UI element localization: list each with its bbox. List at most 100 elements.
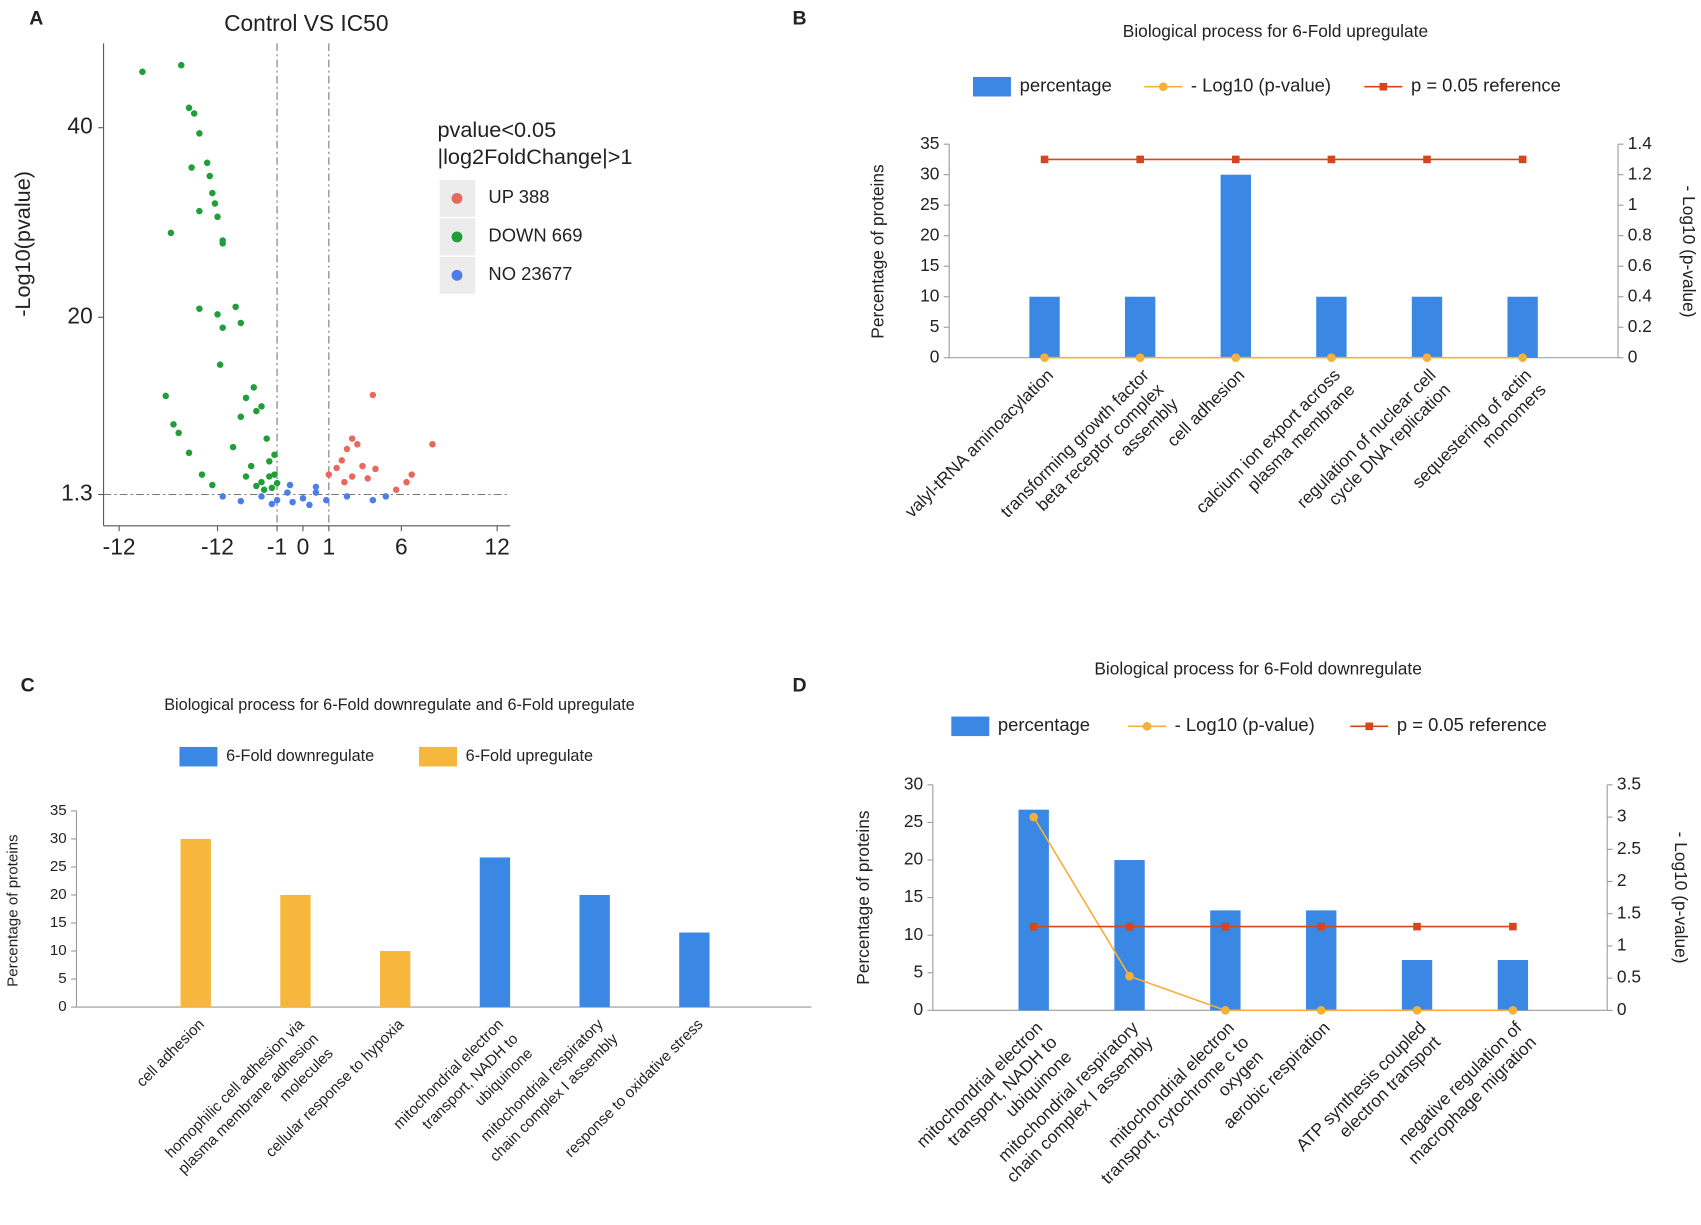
chart-title: Control VS IC50 xyxy=(224,10,388,36)
y2-tick-label: 0 xyxy=(1617,999,1627,1019)
bar xyxy=(1316,296,1347,358)
point xyxy=(343,493,351,500)
y2-tick-label: 0.5 xyxy=(1617,967,1641,987)
point xyxy=(237,413,245,421)
y-tick-label: 5 xyxy=(58,970,66,987)
point xyxy=(250,384,258,391)
marker xyxy=(1125,922,1134,931)
panel-label: A xyxy=(29,8,43,30)
marker xyxy=(1412,1006,1422,1015)
legend-swatch xyxy=(419,746,457,767)
point xyxy=(253,407,260,415)
point xyxy=(348,473,356,480)
marker xyxy=(1518,353,1527,363)
point xyxy=(312,489,320,496)
legend-label: percentage xyxy=(1020,75,1112,96)
y-tick-label: 30 xyxy=(904,773,923,793)
point xyxy=(266,458,273,465)
x-tick-label-group: cell adhesion xyxy=(133,1016,208,1091)
point xyxy=(219,493,226,500)
legend-label: p = 0.05 reference xyxy=(1411,75,1561,96)
legend-label: UP 388 xyxy=(488,186,549,207)
marker xyxy=(1327,353,1336,363)
x-tick-label: beta receptor complex xyxy=(1032,379,1168,515)
point xyxy=(372,465,379,473)
y-tick-label: 15 xyxy=(920,255,939,275)
chart-title: Biological process for 6-Fold downregula… xyxy=(164,696,635,714)
point xyxy=(323,496,330,504)
marker xyxy=(1029,922,1038,931)
point xyxy=(312,483,320,491)
point xyxy=(242,473,250,480)
legend-label: - Log10 (p-value) xyxy=(1175,714,1315,735)
x-tick-label: cell adhesion xyxy=(133,1016,208,1091)
point xyxy=(271,451,278,458)
point xyxy=(139,68,146,76)
y2-tick-label: 0.2 xyxy=(1628,316,1652,336)
marker xyxy=(1231,353,1241,363)
point xyxy=(333,464,340,472)
x-tick-label: 1 xyxy=(323,534,336,560)
point xyxy=(188,164,195,171)
point xyxy=(219,240,226,247)
point xyxy=(348,435,356,442)
x-tick-label: -1 xyxy=(267,534,287,560)
marker xyxy=(1327,155,1336,164)
y2-tick-label: 0.4 xyxy=(1628,285,1652,305)
point xyxy=(247,462,255,470)
point xyxy=(338,457,346,464)
point xyxy=(229,443,237,451)
point xyxy=(429,441,436,448)
point xyxy=(175,429,182,437)
y-tick-label: 10 xyxy=(50,942,67,959)
point xyxy=(258,493,265,500)
point xyxy=(266,473,273,480)
point xyxy=(237,497,245,505)
point xyxy=(178,61,185,69)
y-tick-label: 15 xyxy=(50,914,67,931)
point xyxy=(219,324,226,331)
y-tick-label: 30 xyxy=(50,830,67,847)
legend-swatch xyxy=(451,192,463,204)
point xyxy=(382,493,390,500)
chart-title: Biological process for 6-Fold upregulate xyxy=(1123,21,1428,41)
marker xyxy=(1316,1006,1326,1015)
y-tick-label: 20 xyxy=(50,886,67,903)
y-tick-label: 0 xyxy=(58,998,66,1015)
point xyxy=(286,481,294,489)
legend-label: percentage xyxy=(998,714,1090,735)
point xyxy=(271,471,278,478)
marker xyxy=(1413,922,1421,931)
point xyxy=(299,495,307,502)
chart-title: Biological process for 6-Fold downregula… xyxy=(1094,659,1421,679)
x-tick-label: 12 xyxy=(484,534,509,560)
point xyxy=(167,229,175,237)
marker xyxy=(1040,353,1049,363)
marker xyxy=(1221,922,1230,931)
y-axis-label: Percentage of proteins xyxy=(867,164,887,339)
bar xyxy=(280,894,311,1008)
y2-tick-label: 0.6 xyxy=(1628,255,1652,275)
point xyxy=(268,500,276,508)
y2-tick-label: 2 xyxy=(1617,870,1627,890)
point xyxy=(273,496,281,504)
y2-tick-label: 2.5 xyxy=(1617,838,1641,858)
bar xyxy=(1114,860,1145,1011)
marker xyxy=(1029,812,1039,822)
legend-swatch xyxy=(973,76,1011,97)
y2-tick-label: 1.4 xyxy=(1628,133,1652,153)
point xyxy=(170,421,177,428)
y-tick-label: 10 xyxy=(920,285,939,305)
point xyxy=(408,471,415,478)
point xyxy=(242,394,250,402)
point xyxy=(392,486,400,494)
y-tick-label: 0 xyxy=(930,346,940,366)
marker xyxy=(1508,1006,1518,1015)
bar xyxy=(1507,296,1538,358)
y-axis-label: Percentage of proteins xyxy=(5,834,22,987)
y-tick-label: 5 xyxy=(913,961,923,981)
bar xyxy=(1018,809,1049,1011)
legend-label: 6-Fold upregulate xyxy=(466,747,593,765)
point xyxy=(359,462,366,470)
y-tick-label: 20 xyxy=(67,302,92,328)
